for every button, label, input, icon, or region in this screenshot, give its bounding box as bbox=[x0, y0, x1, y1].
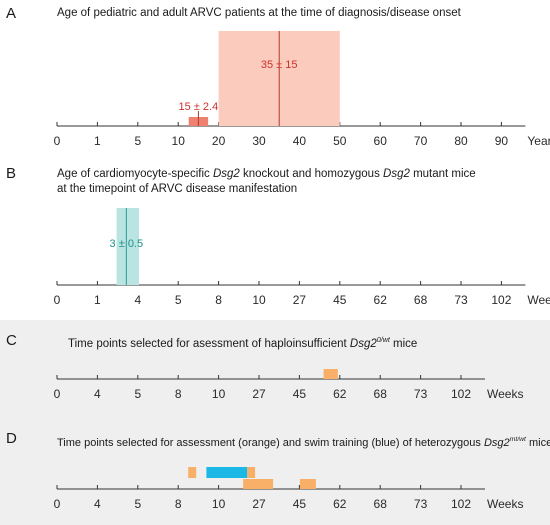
panel-c-tick-label: 5 bbox=[134, 387, 141, 401]
panel-a-title: Age of pediatric and adult ARVC patients… bbox=[57, 7, 462, 19]
panel-b-title-text: Age of cardiomyocyte-specific bbox=[57, 168, 213, 180]
panel-c-assessment-mark bbox=[323, 369, 338, 379]
panel-c-tick-label: 73 bbox=[414, 387, 428, 401]
panel-c-tick-label: 68 bbox=[374, 387, 388, 401]
panel-d-title-text: mt/wt bbox=[510, 436, 527, 443]
panel-d-tick-label: 4 bbox=[94, 497, 101, 511]
panel-a-letter: A bbox=[6, 5, 16, 22]
panel-d-unit-label: Weeks bbox=[487, 497, 523, 511]
panel-a-tick-label: 70 bbox=[414, 134, 428, 148]
panel-b-tick-label: 8 bbox=[215, 293, 222, 307]
panel-a-bar-label: 35 ± 15 bbox=[261, 59, 298, 71]
panel-c-tick-label: 0 bbox=[54, 387, 61, 401]
panel-c-tick-label: 4 bbox=[94, 387, 101, 401]
panel-b-tick-label: 4 bbox=[134, 293, 141, 307]
panel-b-title-text: Dsg2 bbox=[383, 168, 410, 180]
panel-b-tick-label: 62 bbox=[374, 293, 388, 307]
panel-b-bar-label: 3 ± 0.5 bbox=[110, 238, 144, 250]
panel-b-title-text: mutant mice bbox=[410, 168, 476, 180]
panel-c-tick-label: 8 bbox=[175, 387, 182, 401]
panel-a-tick-label: 5 bbox=[134, 134, 141, 148]
panel-c-tick-label: 62 bbox=[333, 387, 347, 401]
panel-d-tick-label: 27 bbox=[252, 497, 266, 511]
panel-b-tick-label: 1 bbox=[94, 293, 101, 307]
panel-a-tick-label: 40 bbox=[293, 134, 307, 148]
panel-d-assessment-mark bbox=[243, 479, 274, 489]
panel-b-tick-label: 5 bbox=[175, 293, 182, 307]
panel-d-tick-label: 10 bbox=[212, 497, 226, 511]
panel-a-tick-label: 1 bbox=[94, 134, 101, 148]
panel-b-bar bbox=[116, 208, 140, 285]
panel-a-tick-label: 10 bbox=[172, 134, 186, 148]
panel-b-tick-label: 73 bbox=[454, 293, 468, 307]
panel-c-title: Time points selected for asessment of ha… bbox=[68, 336, 417, 350]
panel-d-tick-label: 0 bbox=[54, 497, 61, 511]
panel-c-title-text: 0/wt bbox=[377, 336, 391, 344]
panel-b-title-line-1: Age of cardiomyocyte-specific Dsg2 knock… bbox=[57, 168, 476, 180]
panel-a-tick-label: 0 bbox=[54, 134, 61, 148]
panel-d-letter: D bbox=[6, 430, 17, 447]
panel-d-tick-label: 45 bbox=[293, 497, 307, 511]
panel-d-tick-label: 62 bbox=[333, 497, 347, 511]
panel-d-tick-label: 68 bbox=[374, 497, 388, 511]
panel-c-title-text: Dsg2 bbox=[350, 338, 377, 350]
panel-b-tick-label: 0 bbox=[54, 293, 61, 307]
panel-d-assessment-mark bbox=[247, 467, 256, 478]
panel-d-tick-label: 73 bbox=[414, 497, 428, 511]
panel-c-tick-label: 102 bbox=[451, 387, 471, 401]
panel-a-tick-label: 80 bbox=[454, 134, 468, 148]
panel-cd-background bbox=[0, 320, 550, 525]
panel-a-unit-label: Years bbox=[527, 134, 550, 148]
panel-c-letter: C bbox=[6, 332, 17, 349]
panel-d-tick-label: 8 bbox=[175, 497, 182, 511]
panel-c-title-text: mice bbox=[390, 338, 417, 350]
panel-c-title-text: Time points selected for asessment of ha… bbox=[68, 338, 350, 350]
panel-a-tick-label: 90 bbox=[495, 134, 509, 148]
panel-d-tick-label: 102 bbox=[451, 497, 471, 511]
panel-c-unit-label: Weeks bbox=[487, 387, 523, 401]
panel-a-bar-label: 15 ± 2.4 bbox=[179, 101, 219, 113]
panel-d-assessment-mark bbox=[299, 479, 316, 489]
panel-d-tick-label: 5 bbox=[134, 497, 141, 511]
panel-b-tick-label: 10 bbox=[252, 293, 266, 307]
panel-a-tick-label: 60 bbox=[374, 134, 388, 148]
panel-d-assessment-mark bbox=[188, 467, 197, 478]
panel-a-tick-label: 30 bbox=[252, 134, 266, 148]
panel-b-tick-label: 102 bbox=[491, 293, 511, 307]
panel-c-tick-label: 45 bbox=[293, 387, 307, 401]
panel-a-tick-label: 20 bbox=[212, 134, 226, 148]
panel-c-tick-label: 27 bbox=[252, 387, 266, 401]
panel-b-title-text: knockout and homozygous bbox=[240, 168, 383, 180]
panel-d-title-text: Time points selected for assessment (ora… bbox=[57, 437, 484, 449]
panel-a-tick-label: 50 bbox=[333, 134, 347, 148]
panel-d-title-text: Dsg2 bbox=[484, 437, 510, 449]
panel-b-title-line-2: at the timepoint of ARVC disease manifes… bbox=[57, 183, 297, 195]
panel-d-title: Time points selected for assessment (ora… bbox=[57, 436, 550, 449]
panel-b-unit-label: Weeks bbox=[527, 293, 550, 307]
panel-b-letter: B bbox=[6, 165, 16, 182]
panel-b-tick-label: 27 bbox=[293, 293, 307, 307]
panel-b-title-text: at the timepoint of ARVC disease manifes… bbox=[57, 183, 297, 195]
panel-c-tick-label: 10 bbox=[212, 387, 226, 401]
panel-b-tick-label: 45 bbox=[333, 293, 347, 307]
panel-b-title-text: Dsg2 bbox=[213, 168, 240, 180]
panel-d-title-text: mice bbox=[526, 437, 550, 449]
panel-b-tick-label: 68 bbox=[414, 293, 428, 307]
panel-d-training-bar bbox=[206, 467, 248, 478]
